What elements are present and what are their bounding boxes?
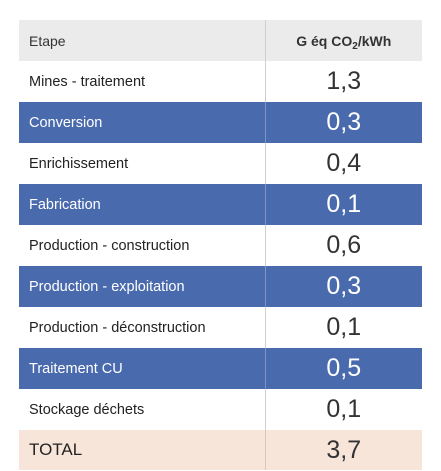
table-row: Mines - traitement 1,3 [19, 61, 422, 102]
table-row: Enrichissement 0,4 [19, 143, 422, 184]
row-label: Production - construction [19, 225, 265, 266]
row-label: Production - déconstruction [19, 307, 265, 348]
emissions-table-container: Etape G éq CO2/kWh Mines - traitement 1,… [19, 20, 422, 470]
table-row: Traitement CU 0,5 [19, 348, 422, 389]
row-label: Enrichissement [19, 143, 265, 184]
header-emission-unit: G éq CO2/kWh [264, 20, 422, 61]
header-etape: Etape [19, 20, 265, 61]
row-value: 0,5 [264, 348, 422, 389]
row-label: Mines - traitement [19, 61, 265, 102]
table-total-row: TOTAL 3,7 [19, 430, 422, 470]
header-unit-subscript: 2 [352, 40, 358, 52]
row-label: Stockage déchets [19, 389, 265, 430]
row-value: 0,1 [264, 307, 422, 348]
emissions-table: Etape G éq CO2/kWh Mines - traitement 1,… [19, 20, 422, 470]
header-unit-prefix: G éq CO [296, 32, 353, 49]
table-row: Stockage déchets 0,1 [19, 389, 422, 430]
total-label: TOTAL [19, 430, 265, 470]
table-row: Production - exploitation 0,3 [19, 266, 422, 307]
row-label: Conversion [19, 102, 265, 143]
table-row: Conversion 0,3 [19, 102, 422, 143]
table-row: Fabrication 0,1 [19, 184, 422, 225]
table-row: Production - construction 0,6 [19, 225, 422, 266]
table-header-row: Etape G éq CO2/kWh [19, 20, 422, 61]
row-value: 0,1 [264, 184, 422, 225]
row-value: 1,3 [264, 61, 422, 102]
table-row: Production - déconstruction 0,1 [19, 307, 422, 348]
total-value: 3,7 [264, 430, 422, 470]
row-label: Traitement CU [19, 348, 265, 389]
row-value: 0,4 [264, 143, 422, 184]
row-value: 0,1 [264, 389, 422, 430]
row-value: 0,3 [264, 102, 422, 143]
row-value: 0,3 [264, 266, 422, 307]
row-label: Production - exploitation [19, 266, 265, 307]
header-unit-suffix: /kWh [357, 32, 392, 49]
row-label: Fabrication [19, 184, 265, 225]
row-value: 0,6 [264, 225, 422, 266]
